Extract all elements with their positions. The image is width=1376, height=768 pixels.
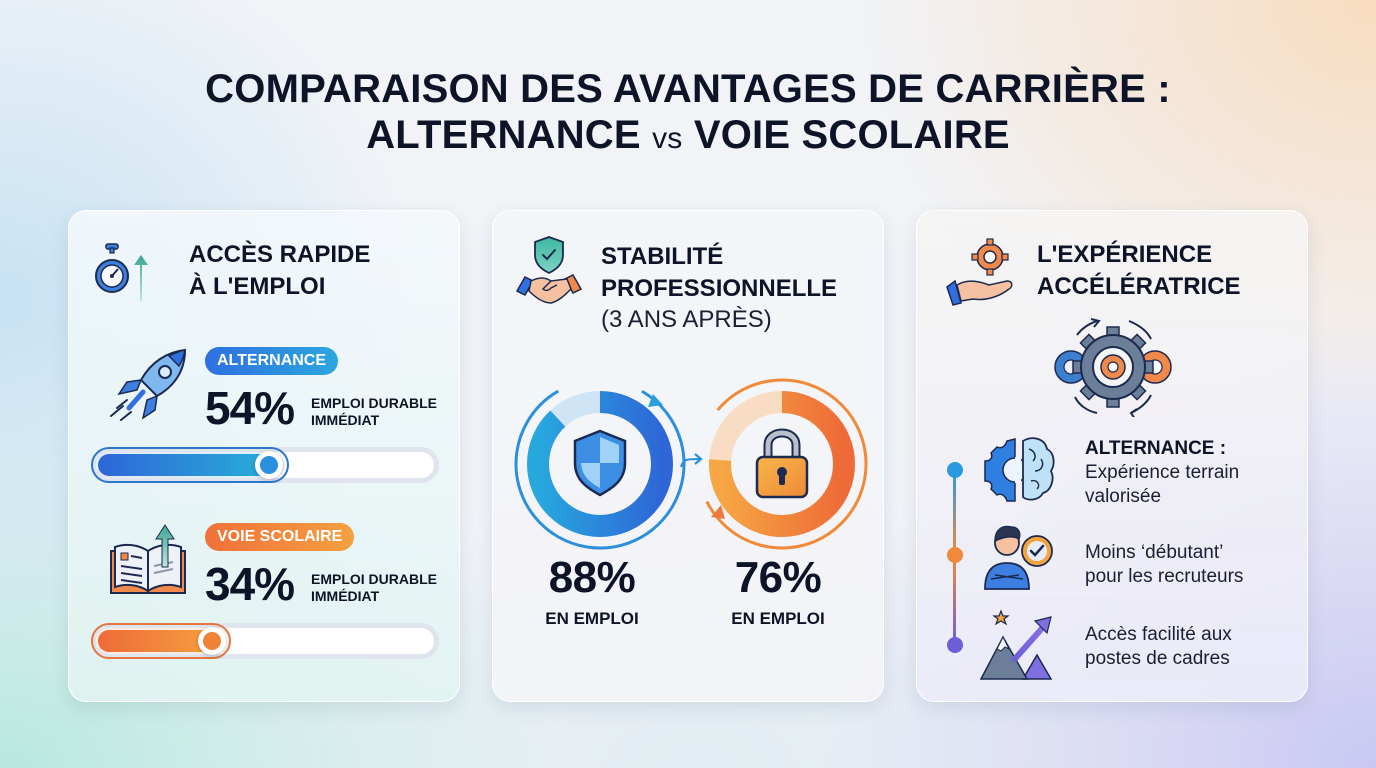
timeline-dot-3 [947, 637, 963, 653]
card-title: L'EXPÉRIENCE ACCÉLÉRATRICE [1037, 241, 1241, 300]
mountain-arrow-icon [979, 609, 1053, 680]
card-experience: L'EXPÉRIENCE ACCÉLÉRATRICE [916, 210, 1308, 702]
rocket-icon [110, 348, 187, 421]
progress-knob-alternance[interactable] [255, 451, 283, 479]
donut-88 [514, 378, 686, 550]
person-check-icon [984, 525, 1053, 590]
book-arrow-up-icon [110, 524, 186, 594]
card-acces-rapide: ACCÈS RAPIDE À L'EMPLOI ALTERNANCE 54% E… [68, 210, 460, 702]
badge-alternance: ALTERNANCE [205, 347, 339, 375]
card-title: STABILITÉ PROFESSIONNELLE (3 ANS APRÈS) [601, 243, 838, 333]
card-stabilite: STABILITÉ PROFESSIONNELLE (3 ANS APRÈS) [492, 210, 884, 702]
arrow-right-icon [680, 453, 703, 468]
item-moins-debutant: Moins ‘débutant’ pour les recruteurs [1085, 542, 1244, 587]
title-voie-scolaire: VOIE SCOLAIRE [693, 113, 1010, 157]
title-vs: vs [652, 122, 683, 155]
gears-cycle-icon [1054, 318, 1172, 417]
handshake-shield-icon [515, 236, 583, 304]
progress-knob-voie-scolaire[interactable] [198, 627, 226, 655]
progress-fill-alternance [91, 447, 289, 483]
label-alternance: EMPLOI DURABLE IMMÉDIAT [311, 395, 437, 428]
page-title: COMPARAISON DES AVANTAGES DE CARRIÈRE : … [0, 66, 1376, 162]
item-experience-terrain: ALTERNANCE : Expérience terrain valorisé… [1085, 438, 1240, 507]
stat-76: 76% EN EMPLOI [731, 553, 825, 629]
donut-76 [696, 378, 868, 550]
title-line-1: COMPARAISON DES AVANTAGES DE CARRIÈRE : [205, 67, 1171, 111]
value-voie-scolaire: 34% [205, 558, 295, 610]
hand-gear-icon [946, 238, 1013, 306]
badge-voie-scolaire: VOIE SCOLAIRE [205, 523, 355, 551]
item-postes-cadres: Accès facilité aux postes de cadres [1085, 624, 1232, 669]
title-line-2: ALTERNANCE vs VOIE SCOLAIRE [0, 112, 1376, 162]
stopwatch-arrow-up-icon [95, 243, 148, 301]
gear-brain-icon [984, 437, 1055, 502]
timeline-dot-2 [947, 547, 963, 563]
timeline-dot-1 [947, 462, 963, 478]
stat-88: 88% EN EMPLOI [545, 553, 639, 629]
value-alternance: 54% [205, 382, 295, 434]
card-subtitle: (3 ANS APRÈS) [601, 306, 772, 333]
label-voie-scolaire: STABILITÉ EMPLOI DURABLE IMMÉDIAT [311, 571, 437, 604]
title-alternance: ALTERNANCE [366, 113, 641, 157]
card-title: ACCÈS RAPIDE À L'EMPLOI [189, 241, 371, 300]
